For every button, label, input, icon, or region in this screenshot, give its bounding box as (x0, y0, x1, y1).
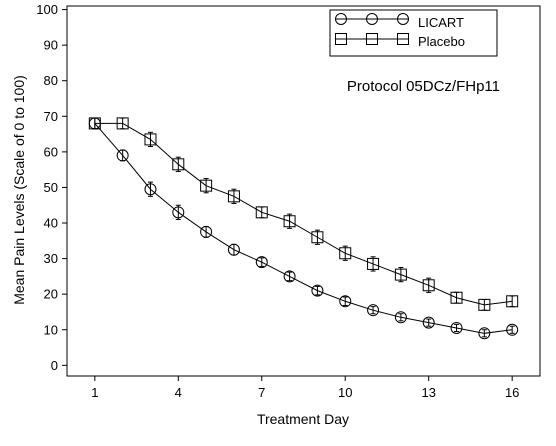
series-layer (88, 117, 519, 340)
legend: LICART Placebo (329, 9, 498, 57)
data-point-licart (172, 206, 185, 219)
series-line-placebo (94, 122, 513, 306)
y-tick-label: 100 (36, 2, 58, 17)
data-point-placebo (116, 117, 129, 130)
data-point-placebo (88, 117, 101, 130)
y-tick-label: 10 (44, 322, 58, 337)
legend-marker-placebo (397, 33, 409, 45)
data-point-placebo (422, 279, 435, 292)
x-tick-label: 1 (91, 385, 98, 400)
data-point-licart (506, 323, 519, 336)
y-tick-label: 30 (44, 251, 58, 266)
data-point-placebo (227, 190, 240, 203)
data-point-placebo (394, 268, 407, 281)
series-placebo (88, 117, 519, 311)
y-tick-label: 70 (44, 109, 58, 124)
data-point-licart (200, 225, 213, 238)
legend-marker-placebo (366, 33, 378, 45)
data-point-placebo (506, 295, 519, 308)
data-point-placebo (478, 298, 491, 311)
legend-items (335, 13, 409, 45)
data-point-placebo (283, 215, 296, 228)
y-tick-label: 40 (44, 216, 58, 231)
y-tick-label: 20 (44, 287, 58, 302)
legend-label-licart: LICART (418, 15, 464, 30)
data-point-licart (339, 295, 352, 308)
data-point-licart (422, 316, 435, 329)
legend-label-placebo: Placebo (418, 34, 465, 49)
data-point-licart (227, 243, 240, 256)
data-point-licart (116, 149, 129, 162)
y-tick-label: 60 (44, 144, 58, 159)
legend-box (329, 9, 498, 57)
data-point-placebo (311, 231, 324, 244)
x-tick-label: 10 (338, 385, 352, 400)
y-tick-label: 90 (44, 38, 58, 53)
data-point-licart (367, 304, 380, 317)
data-point-licart (478, 327, 491, 340)
legend-marker-licart (366, 13, 378, 25)
y-tick-label: 50 (44, 180, 58, 195)
annotation-text: Protocol 05DCz/FHp11 (347, 78, 500, 95)
plot-frame (66, 5, 541, 377)
legend-marker-licart (335, 13, 347, 25)
y-tick-label: 80 (44, 73, 58, 88)
x-tick-label: 13 (421, 385, 435, 400)
x-tick-label: 7 (258, 385, 265, 400)
x-tick-label: 4 (175, 385, 182, 400)
legend-marker-licart (397, 13, 409, 25)
data-point-licart (311, 284, 324, 297)
data-point-licart (283, 270, 296, 283)
data-point-licart (144, 183, 157, 196)
x-axis-label: Treatment Day (257, 411, 349, 427)
axes: 0 10 20 30 40 50 60 70 80 90 100 1 4 7 10 13 16 (36, 2, 541, 400)
data-point-placebo (172, 158, 185, 171)
data-point-placebo (144, 133, 157, 146)
x-tick-label: 16 (505, 385, 519, 400)
y-axis-label: Mean Pain Levels (Scale of 0 to 100) (11, 75, 27, 305)
data-point-placebo (255, 206, 268, 219)
series-line-licart (94, 123, 513, 334)
data-point-licart (394, 311, 407, 324)
data-point-placebo (200, 179, 213, 192)
series-licart (88, 117, 519, 340)
data-point-placebo (339, 247, 352, 260)
legend-marker-placebo (335, 33, 347, 45)
data-point-licart (450, 321, 463, 334)
data-point-licart (255, 256, 268, 269)
data-point-placebo (367, 257, 380, 270)
data-point-placebo (450, 291, 463, 304)
y-tick-label: 0 (51, 358, 58, 373)
